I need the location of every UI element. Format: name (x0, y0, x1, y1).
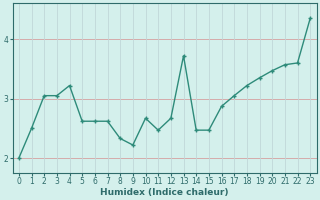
X-axis label: Humidex (Indice chaleur): Humidex (Indice chaleur) (100, 188, 229, 197)
